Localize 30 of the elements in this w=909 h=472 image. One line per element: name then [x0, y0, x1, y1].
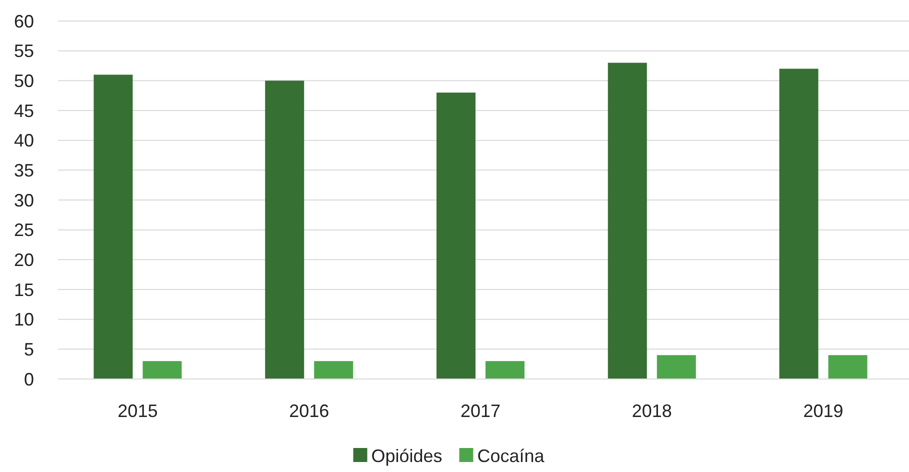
y-tick-label: 15: [14, 280, 34, 300]
y-tick-label: 5: [24, 339, 34, 360]
y-tick-label: 30: [14, 190, 34, 210]
x-tick-label: 2018: [632, 401, 672, 421]
y-tick-label: 55: [14, 41, 34, 62]
bar: [94, 74, 133, 379]
y-tick-label: 25: [14, 220, 34, 240]
bar: [486, 361, 524, 379]
bar: [608, 62, 647, 379]
y-tick-label: 0: [24, 369, 34, 390]
x-tick-label: 2016: [289, 401, 330, 421]
y-tick-label: 20: [14, 250, 34, 270]
legend-label: Cocaína: [477, 446, 546, 466]
bar: [265, 80, 304, 379]
x-tick-label: 2017: [460, 401, 501, 421]
bar: [828, 355, 868, 379]
y-tick-label: 45: [14, 100, 34, 121]
bar: [436, 92, 476, 379]
bar: [779, 68, 818, 379]
bar: [314, 361, 354, 379]
y-tick-label: 50: [14, 70, 34, 91]
x-tick-label: 2015: [118, 401, 158, 421]
y-tick-label: 10: [14, 310, 34, 330]
y-tick-label: 40: [14, 130, 34, 151]
y-tick-label: 35: [14, 160, 34, 180]
bar: [142, 361, 182, 379]
bar: [656, 355, 696, 379]
y-tick-label: 60: [14, 11, 34, 32]
x-tick-label: 2019: [803, 401, 844, 421]
legend-label: Opióides: [371, 446, 442, 466]
